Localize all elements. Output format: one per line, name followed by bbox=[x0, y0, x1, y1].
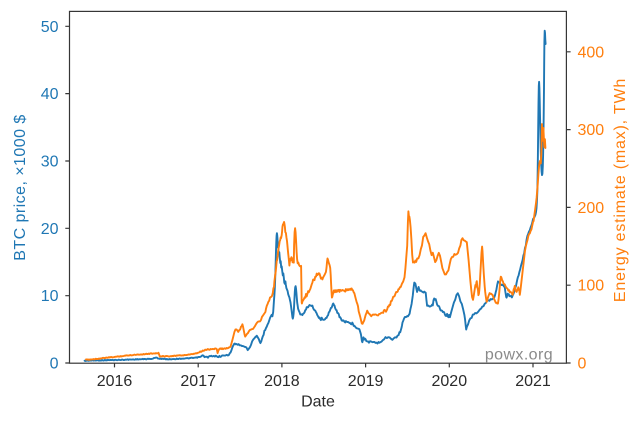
svg-text:10: 10 bbox=[41, 288, 59, 305]
svg-text:2020: 2020 bbox=[432, 373, 468, 390]
svg-text:0: 0 bbox=[50, 356, 59, 373]
svg-text:200: 200 bbox=[578, 200, 605, 217]
svg-text:2018: 2018 bbox=[264, 373, 300, 390]
svg-text:0: 0 bbox=[578, 356, 587, 373]
svg-text:100: 100 bbox=[578, 278, 605, 295]
svg-text:50: 50 bbox=[41, 19, 59, 36]
svg-text:30: 30 bbox=[41, 154, 59, 171]
svg-text:BTC price, ×1000 $: BTC price, ×1000 $ bbox=[12, 114, 29, 260]
svg-text:2017: 2017 bbox=[180, 373, 216, 390]
svg-text:20: 20 bbox=[41, 221, 59, 238]
svg-text:2019: 2019 bbox=[348, 373, 384, 390]
svg-text:300: 300 bbox=[578, 122, 605, 139]
svg-text:40: 40 bbox=[41, 86, 59, 103]
svg-text:2021: 2021 bbox=[515, 373, 551, 390]
svg-text:2016: 2016 bbox=[97, 373, 133, 390]
svg-text:Date: Date bbox=[301, 394, 335, 411]
svg-text:Energy estimate (max), TWh: Energy estimate (max), TWh bbox=[612, 78, 629, 302]
svg-text:powx.org: powx.org bbox=[485, 346, 553, 363]
svg-text:400: 400 bbox=[578, 44, 605, 61]
